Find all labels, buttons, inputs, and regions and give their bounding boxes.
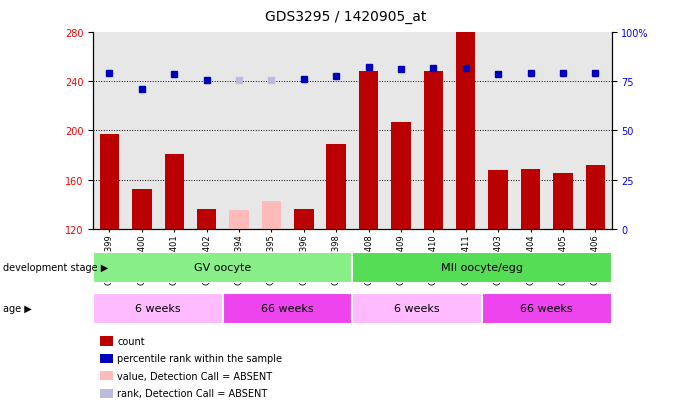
Bar: [352, 293, 482, 324]
Bar: [553, 174, 573, 229]
Text: 66 weeks: 66 weeks: [261, 304, 314, 314]
Bar: [223, 33, 255, 229]
Bar: [514, 33, 547, 229]
Text: count: count: [117, 336, 145, 346]
Bar: [158, 33, 191, 229]
Text: percentile rank within the sample: percentile rank within the sample: [117, 354, 283, 363]
Bar: [482, 293, 612, 324]
Bar: [229, 211, 249, 229]
Bar: [352, 33, 385, 229]
Bar: [100, 135, 120, 229]
Text: GDS3295 / 1420905_at: GDS3295 / 1420905_at: [265, 10, 426, 24]
Text: development stage ▶: development stage ▶: [3, 262, 108, 273]
Bar: [585, 166, 605, 229]
Bar: [93, 293, 223, 324]
Bar: [391, 123, 410, 229]
Bar: [579, 33, 612, 229]
Bar: [294, 210, 314, 229]
Bar: [262, 201, 281, 229]
Bar: [164, 154, 184, 229]
Bar: [126, 33, 158, 229]
Bar: [521, 169, 540, 229]
Text: MII oocyte/egg: MII oocyte/egg: [441, 262, 523, 273]
Text: 66 weeks: 66 weeks: [520, 304, 573, 314]
Text: GV oocyte: GV oocyte: [194, 262, 252, 273]
Bar: [385, 33, 417, 229]
Bar: [326, 145, 346, 229]
Bar: [424, 72, 443, 229]
Text: 6 weeks: 6 weeks: [135, 304, 181, 314]
Text: rank, Detection Call = ABSENT: rank, Detection Call = ABSENT: [117, 388, 267, 398]
Bar: [450, 33, 482, 229]
Bar: [482, 33, 514, 229]
Bar: [320, 33, 352, 229]
Bar: [287, 33, 320, 229]
Bar: [191, 33, 223, 229]
Bar: [223, 293, 352, 324]
Bar: [456, 32, 475, 229]
Bar: [489, 170, 508, 229]
Bar: [93, 252, 352, 283]
Bar: [255, 33, 287, 229]
Text: value, Detection Call = ABSENT: value, Detection Call = ABSENT: [117, 371, 272, 381]
Bar: [547, 33, 579, 229]
Text: age ▶: age ▶: [3, 304, 32, 314]
Text: 6 weeks: 6 weeks: [395, 304, 440, 314]
Bar: [359, 72, 379, 229]
Bar: [93, 33, 126, 229]
Bar: [197, 210, 216, 229]
Bar: [352, 252, 612, 283]
Bar: [417, 33, 450, 229]
Bar: [132, 190, 151, 229]
